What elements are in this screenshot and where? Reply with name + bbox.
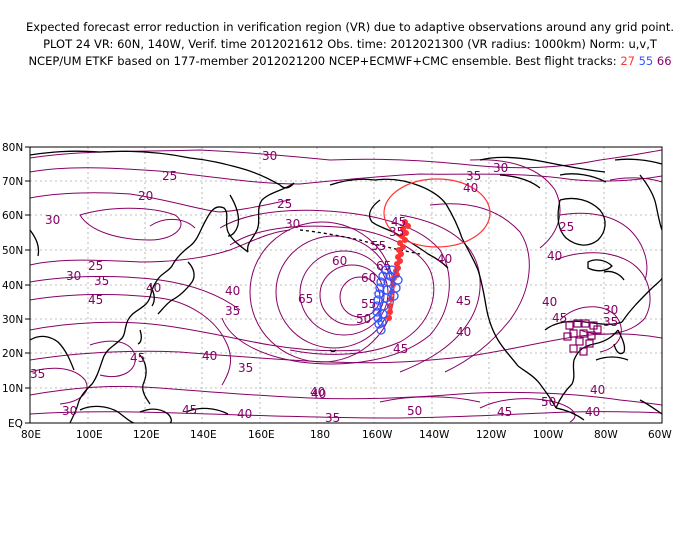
contour-label: 35 bbox=[94, 274, 109, 288]
lat-label: 60N bbox=[2, 210, 23, 222]
flight-track-66 bbox=[563, 319, 602, 356]
lat-label: 20N bbox=[2, 348, 23, 360]
contour-label: 55 bbox=[371, 239, 386, 253]
lon-label: 60W bbox=[648, 429, 672, 441]
contour-label: 45 bbox=[88, 293, 103, 307]
contour-labels: 30 25 20 30 25 30 35 45 40 25 30 35 60 6… bbox=[30, 149, 618, 425]
contour-label: 40 bbox=[311, 387, 326, 401]
title-line-3: NCEP/UM ETKF based on 177-member 2012021… bbox=[0, 53, 700, 70]
lat-label: 40N bbox=[2, 280, 23, 292]
contour-label: 25 bbox=[162, 169, 177, 183]
contour-label: 40 bbox=[146, 281, 161, 295]
contour-label: 45 bbox=[391, 215, 406, 229]
contour-label: 50 bbox=[407, 404, 422, 418]
contour-label: 40 bbox=[437, 252, 452, 266]
contour-label: 60 bbox=[361, 271, 376, 285]
contour-label: 40 bbox=[585, 405, 600, 419]
contour-label: 65 bbox=[298, 292, 313, 306]
contour-label: 45 bbox=[552, 311, 567, 325]
contour-label: 25 bbox=[277, 197, 292, 211]
title-line-1: Expected forecast error reduction in ver… bbox=[25, 20, 675, 34]
lon-label: 160W bbox=[362, 429, 393, 441]
contour-label: 55 bbox=[361, 297, 376, 311]
lon-label: 120W bbox=[476, 429, 507, 441]
contour-label: 45 bbox=[182, 403, 197, 417]
coastlines bbox=[30, 150, 662, 423]
lon-label: 140E bbox=[190, 429, 217, 441]
track-27-label: 27 bbox=[620, 54, 635, 68]
contour-label: 30 bbox=[66, 269, 81, 283]
lat-label: 30N bbox=[2, 314, 23, 326]
contour-label: 40 bbox=[590, 383, 605, 397]
contour-label: 40 bbox=[225, 284, 240, 298]
contour-label: 25 bbox=[559, 220, 574, 234]
contour-label: 35 bbox=[30, 367, 45, 381]
contour-label: 50 bbox=[541, 395, 556, 409]
contour-label: 45 bbox=[393, 342, 408, 356]
lat-label: 10N bbox=[2, 383, 23, 395]
lat-label: 70N bbox=[2, 176, 23, 188]
lon-label: 140W bbox=[419, 429, 450, 441]
lat-label: 80N bbox=[2, 142, 23, 154]
contour-label: 30 bbox=[603, 303, 618, 317]
longitude-labels: 80E 100E 120E 140E 160E 180 160W 140W 12… bbox=[21, 429, 672, 441]
contour-label: 40 bbox=[310, 385, 325, 399]
contour-label: 40 bbox=[237, 407, 252, 421]
contour-label: 35 bbox=[466, 169, 481, 183]
contour-label: 45 bbox=[456, 294, 471, 308]
contour-label: 20 bbox=[138, 189, 153, 203]
contour-label: 40 bbox=[547, 249, 562, 263]
contour-label: 30 bbox=[493, 161, 508, 175]
contour-label: 50 bbox=[356, 312, 371, 326]
contour-label: 65 bbox=[376, 259, 391, 273]
contour-label: 40 bbox=[463, 181, 478, 195]
contour-label: 35 bbox=[325, 411, 340, 425]
lon-label: 180 bbox=[310, 429, 330, 441]
latitude-labels: 80N 70N 60N 50N 40N 30N 20N 10N EQ bbox=[2, 142, 23, 430]
contour-lines bbox=[30, 149, 662, 423]
lon-label: 120E bbox=[133, 429, 160, 441]
contour-label: 40 bbox=[456, 325, 471, 339]
contour-label: 35 bbox=[238, 361, 253, 375]
contour-label: 35 bbox=[603, 315, 618, 329]
track-55-label: 55 bbox=[638, 54, 654, 68]
lon-label: 100W bbox=[533, 429, 564, 441]
contour-label: 40 bbox=[542, 295, 557, 309]
lat-label: EQ bbox=[8, 418, 23, 430]
contour-label: 30 bbox=[262, 149, 277, 163]
contour-label: 45 bbox=[497, 405, 512, 419]
contour-label: 30 bbox=[62, 404, 77, 418]
lon-label: 80W bbox=[594, 429, 618, 441]
title-line-3-text: NCEP/UM ETKF based on 177-member 2012021… bbox=[28, 54, 617, 68]
contour-label: 25 bbox=[88, 259, 103, 273]
lon-label: 160E bbox=[248, 429, 275, 441]
lon-label: 80E bbox=[21, 429, 41, 441]
contour-label: 35 bbox=[225, 304, 240, 318]
tick-marks bbox=[25, 146, 30, 424]
flight-track-55 bbox=[372, 265, 403, 335]
contour-label: 40 bbox=[202, 349, 217, 363]
contour-label: 30 bbox=[285, 217, 300, 231]
gridlines bbox=[30, 147, 662, 423]
title-line-2: PLOT 24 VR: 60N, 140W, Verif. time 20120… bbox=[43, 37, 657, 51]
lon-label: 100E bbox=[76, 429, 103, 441]
contour-label: 45 bbox=[130, 351, 145, 365]
contour-label: 30 bbox=[45, 213, 60, 227]
contour-label: 35 bbox=[389, 225, 404, 239]
verification-region-circle bbox=[383, 178, 491, 248]
lat-label: 50N bbox=[2, 245, 23, 257]
track-66-label: 66 bbox=[656, 54, 672, 68]
contour-label: 60 bbox=[332, 254, 347, 268]
